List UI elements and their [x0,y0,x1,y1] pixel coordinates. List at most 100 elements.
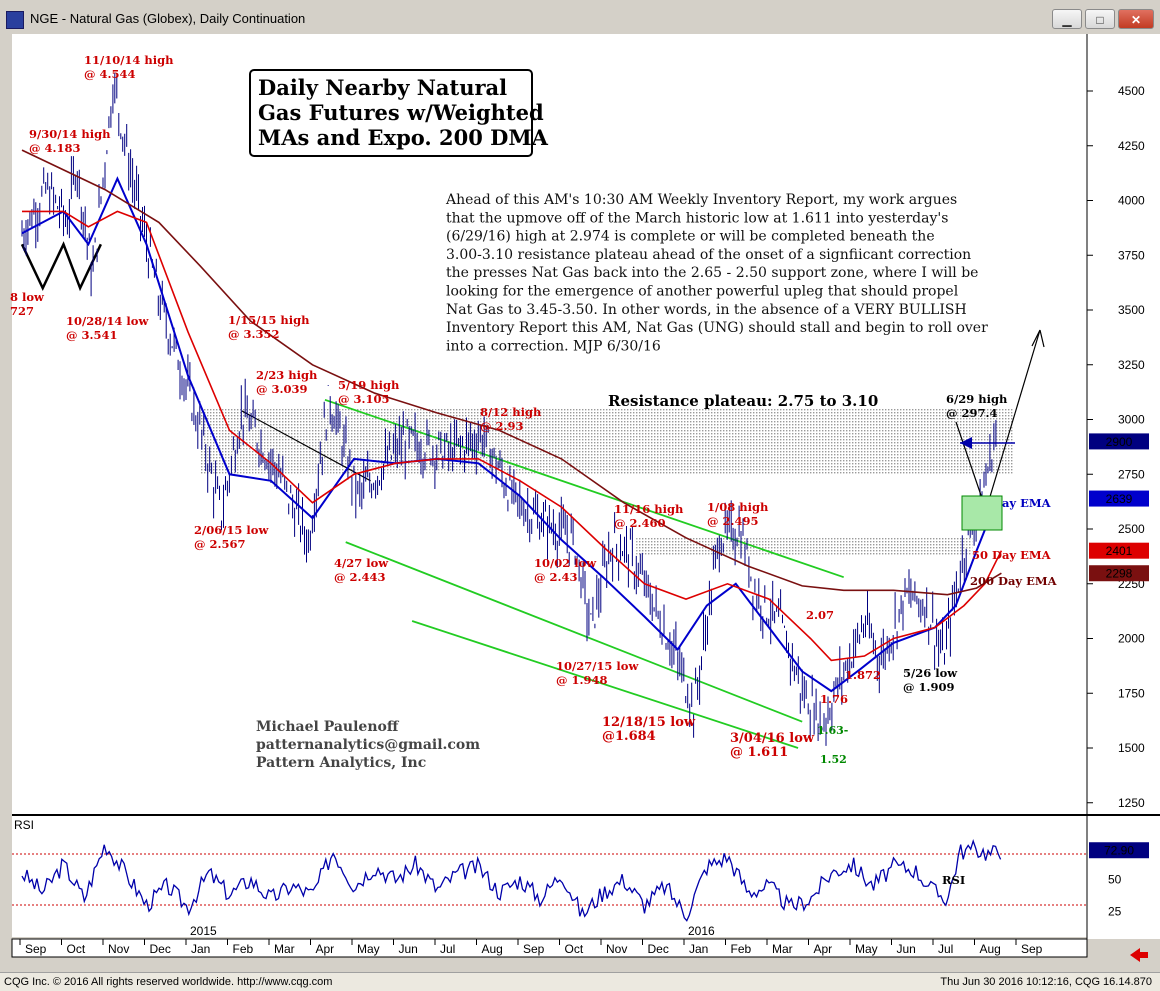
annotation-line: @ 3.352 [228,327,280,341]
annotation-line: 11/10/14 high [84,53,174,67]
annotation-line: @ 2.495 [707,514,759,528]
annotation-line: @ 2.43 [534,570,578,584]
annotation: 1.63- [817,724,848,737]
annotation-line: 10/27/15 low [556,659,639,673]
window-title: NGE - Natural Gas (Globex), Daily Contin… [30,11,306,26]
annotation: 8/12 high @ 2.93 [480,405,542,433]
y-tick-label: 3750 [1118,248,1145,262]
annotation-line: @ 2.93 [480,419,524,433]
commentary-line: looking for the emergence of another pow… [446,284,959,300]
rsi-inline-label: RSI [942,873,965,887]
annotation-line: @ 2.460 [614,516,666,530]
ohlc-bars [21,72,997,746]
scroll-left-icon[interactable] [1130,948,1148,962]
x-month-label: Dec [150,942,171,956]
x-month-label: Sep [523,942,545,956]
x-month-label: Dec [648,942,669,956]
annotation-line: 12/18/15 low [602,715,696,730]
ma-series [21,149,1003,693]
x-month-label: Apr [316,942,335,956]
annotation: 12/18/15 low @1.684 [602,715,696,744]
x-month-label: Oct [67,942,86,956]
x-month-label: Apr [814,942,833,956]
rsi-line [21,839,1002,922]
price-tag-label: 2401 [1106,544,1133,558]
x-axis-bg [11,938,1088,958]
annotation: 11/16 high @ 2.460 [614,502,684,530]
price-right-labels: 2900 2639 2401 2298 [1089,433,1149,582]
x-month-label: Aug [482,942,503,956]
y-tick-label: 3500 [1118,303,1145,317]
price-axis: 4500425040003750350032503000275025002250… [1087,84,1145,810]
annotation-line: @ 1.948 [556,673,608,687]
annotation-line: 3/04/16 low [730,731,815,746]
annotation-line: 10/02 low [534,556,597,570]
y-tick-label: 4000 [1118,194,1145,208]
annotation-line: @ 2.567 [194,537,246,551]
downtrend-line [241,410,371,482]
annotation: 5/19 high @ 3.105 [338,378,400,406]
annotation: 8 low 727 [10,290,45,318]
date-axis: Sep Oct Nov Dec Jan Feb Mar Apr May Jun Jul Aug Sep O… [11,924,1088,958]
title-box: Daily Nearby Natural Gas Futures w/Weigh… [249,69,549,157]
price-tag-bg [1089,433,1149,450]
annotation-line: 2/06/15 low [194,523,269,537]
annotation-line: @ 1.909 [903,680,955,694]
y-tick-label: 2000 [1118,632,1145,646]
annotation-line: 5/19 high [338,378,400,392]
x-month-label: Feb [731,942,752,956]
chart-area: 4500425040003750350032503000275025002250… [10,34,1160,962]
x-month-label: Nov [108,942,129,956]
annotation-line: @ 4.183 [29,141,81,155]
close-button[interactable]: ✕ [1118,9,1154,29]
commentary-line: Nat Gas to 3.45-3.50. In other words, in… [446,302,967,318]
x-year-label: 2016 [688,924,715,938]
annotation-line: 1.872 [845,668,881,682]
maximize-button[interactable]: □ [1085,9,1115,29]
annotation: 1/15/15 high @ 3.352 [228,313,310,341]
rsi-panel: RSI RSI 50 25 72.90 [12,818,1149,922]
commentary-line: (6/29/16) high at 2.974 is complete or w… [446,229,935,245]
scroll-arrow[interactable] [1130,948,1148,962]
annotation-line: @ 3.541 [66,328,118,342]
minimize-button[interactable]: ▁ [1052,9,1082,29]
price-tag-bg [1089,542,1149,559]
annotation-line: @ 297.4 [946,406,998,420]
annotation: 5/26 low @ 1.909 [903,666,958,694]
title-line-2: Gas Futures w/Weighted [258,100,544,125]
annotation: 200 Day EMA [970,574,1058,588]
annotation-line: 727 [10,304,34,318]
app-icon [6,11,24,29]
status-timestamp: Thu Jun 30 2016 10:12:16, CQG 16.14.870 [940,976,1152,988]
pointer-arrowhead [960,437,972,449]
x-month-label: Nov [606,942,627,956]
x-month-label: May [357,942,380,956]
title-line-1: Daily Nearby Natural [258,75,507,100]
annotation: 11/10/14 high @ 4.544 [84,53,174,81]
x-month-label: Jan [191,942,210,956]
price-axis-bg [1087,34,1160,939]
annotation-line: 50 Day EMA [972,548,1052,562]
annotation: 10/28/14 low @ 3.541 [66,314,149,342]
annotation-line: 10/28/14 low [66,314,149,328]
annotation-line: 200 Day EMA [970,574,1058,588]
x-month-label: Aug [980,942,1001,956]
projection-down-line [955,421,987,511]
y-tick-label: 1750 [1118,686,1145,700]
rsi-value-label: 72.90 [1104,844,1134,858]
price-tag-bg [1089,565,1149,582]
series-50-day-ema [22,210,1003,662]
projection-up-line [985,329,1041,511]
channel-middle-line [345,541,803,723]
y-tick-label: 2500 [1118,522,1145,536]
annotation-line: 6/29 high [946,392,1008,406]
commentary-line: that the upmove off of the March histori… [446,210,948,226]
annotation: 9/30/14 high @ 4.183 [29,127,111,155]
annotation-line: 8 low [10,290,45,304]
x-month-label: Jun [897,942,916,956]
annotation-line: @ 3.039 [256,382,308,396]
price-tag-label: 2900 [1106,435,1133,449]
annotation-line: 1.76 [820,692,848,706]
annotation-line: @ 3.105 [338,392,390,406]
rsi-panel-bg [12,816,1087,937]
